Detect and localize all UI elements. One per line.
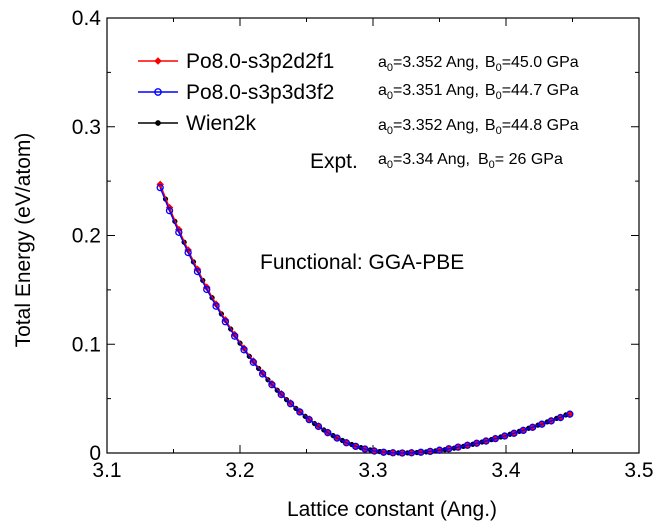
data-point bbox=[193, 267, 202, 276]
data-point bbox=[454, 443, 462, 451]
series-3 bbox=[162, 196, 569, 456]
y-tick-labels: 0 0.1 0.2 0.3 0.4 bbox=[72, 7, 102, 465]
y-tick-label: 0.4 bbox=[72, 7, 102, 30]
x-tick-label: 3.1 bbox=[92, 459, 121, 482]
data-point bbox=[231, 332, 239, 340]
data-point bbox=[528, 423, 537, 431]
x-tick-label: 3.2 bbox=[225, 459, 254, 482]
data-point bbox=[510, 429, 518, 437]
series-line bbox=[164, 198, 567, 454]
data-point bbox=[519, 426, 527, 435]
data-point bbox=[240, 346, 248, 354]
y-tick-label: 0.1 bbox=[72, 333, 101, 356]
x-axis-title: Lattice constant (Ang.) bbox=[287, 498, 497, 521]
data-point bbox=[556, 413, 565, 422]
series-1 bbox=[156, 180, 574, 457]
x-tick-label: 3.3 bbox=[358, 459, 387, 482]
data-point bbox=[184, 248, 192, 257]
y-axis-title: Total Energy (eV/atom) bbox=[12, 133, 35, 348]
data-point bbox=[435, 446, 444, 454]
data-point bbox=[305, 415, 313, 424]
data-point bbox=[407, 449, 416, 457]
data-point bbox=[212, 302, 220, 310]
data-point bbox=[154, 88, 162, 96]
expt-params: a0=3.34 Ang, B0= 26 GPa bbox=[378, 151, 563, 171]
y-tick-label: 0.2 bbox=[72, 225, 101, 248]
data-point bbox=[547, 417, 555, 425]
series-line bbox=[159, 187, 571, 454]
data-point bbox=[361, 445, 369, 453]
series-line bbox=[159, 184, 571, 454]
y-tick-label: 0.3 bbox=[72, 116, 101, 139]
data-point bbox=[314, 422, 323, 431]
data-point bbox=[417, 448, 425, 456]
data-point bbox=[501, 432, 509, 440]
x-tick-label: 3.4 bbox=[491, 459, 521, 482]
data-point bbox=[221, 318, 230, 326]
series-2 bbox=[156, 183, 574, 457]
data-point bbox=[155, 120, 161, 126]
legend: Po8.0-s3p2d2f1 Po8.0-s3p3d3f2 Wien2k bbox=[138, 50, 334, 135]
data-point bbox=[463, 441, 472, 449]
data-point bbox=[538, 420, 546, 428]
data-point bbox=[370, 447, 378, 455]
data-point bbox=[258, 370, 267, 378]
legend-label-3: Wien2k bbox=[186, 112, 257, 135]
data-point bbox=[342, 439, 351, 447]
legend-symbols bbox=[138, 57, 178, 126]
y-tick-label: 0 bbox=[89, 442, 101, 465]
data-point bbox=[333, 434, 341, 442]
functional-annotation: Functional: GGA-PBE bbox=[260, 251, 464, 274]
data-point bbox=[324, 429, 332, 437]
data-point bbox=[268, 381, 276, 389]
fit-params-row-3: a0=3.352 Ang, B0=44.8 GPa bbox=[378, 117, 579, 137]
data-point bbox=[277, 390, 285, 399]
x-tick-label: 3.5 bbox=[624, 459, 653, 482]
axis-ticks bbox=[106, 17, 640, 454]
data-point bbox=[249, 358, 257, 366]
data-point bbox=[566, 410, 574, 418]
series-layer bbox=[156, 180, 574, 457]
data-point bbox=[491, 434, 500, 443]
data-point bbox=[175, 228, 183, 236]
data-point bbox=[389, 449, 397, 457]
data-point bbox=[286, 400, 295, 408]
legend-label-1: Po8.0-s3p2d2f1 bbox=[186, 50, 334, 73]
data-point bbox=[426, 447, 434, 456]
data-point bbox=[156, 183, 164, 192]
expt-label: Expt. bbox=[310, 150, 358, 173]
data-point bbox=[398, 449, 406, 457]
data-point bbox=[445, 445, 453, 453]
data-point bbox=[379, 448, 388, 456]
data-point bbox=[296, 408, 304, 416]
fit-params-row-2: a0=3.351 Ang, B0=44.7 GPa bbox=[378, 82, 579, 102]
data-point bbox=[203, 285, 211, 294]
data-point bbox=[482, 437, 490, 445]
data-point bbox=[154, 57, 162, 65]
data-point bbox=[473, 439, 481, 447]
x-tick-labels: 3.1 3.2 3.3 3.4 3.5 bbox=[92, 459, 653, 482]
legend-label-2: Po8.0-s3p3d3f2 bbox=[186, 81, 334, 104]
fit-params-row-1: a0=3.352 Ang, B0=45.0 GPa bbox=[378, 54, 579, 74]
data-point bbox=[352, 442, 360, 451]
data-point bbox=[165, 207, 174, 215]
